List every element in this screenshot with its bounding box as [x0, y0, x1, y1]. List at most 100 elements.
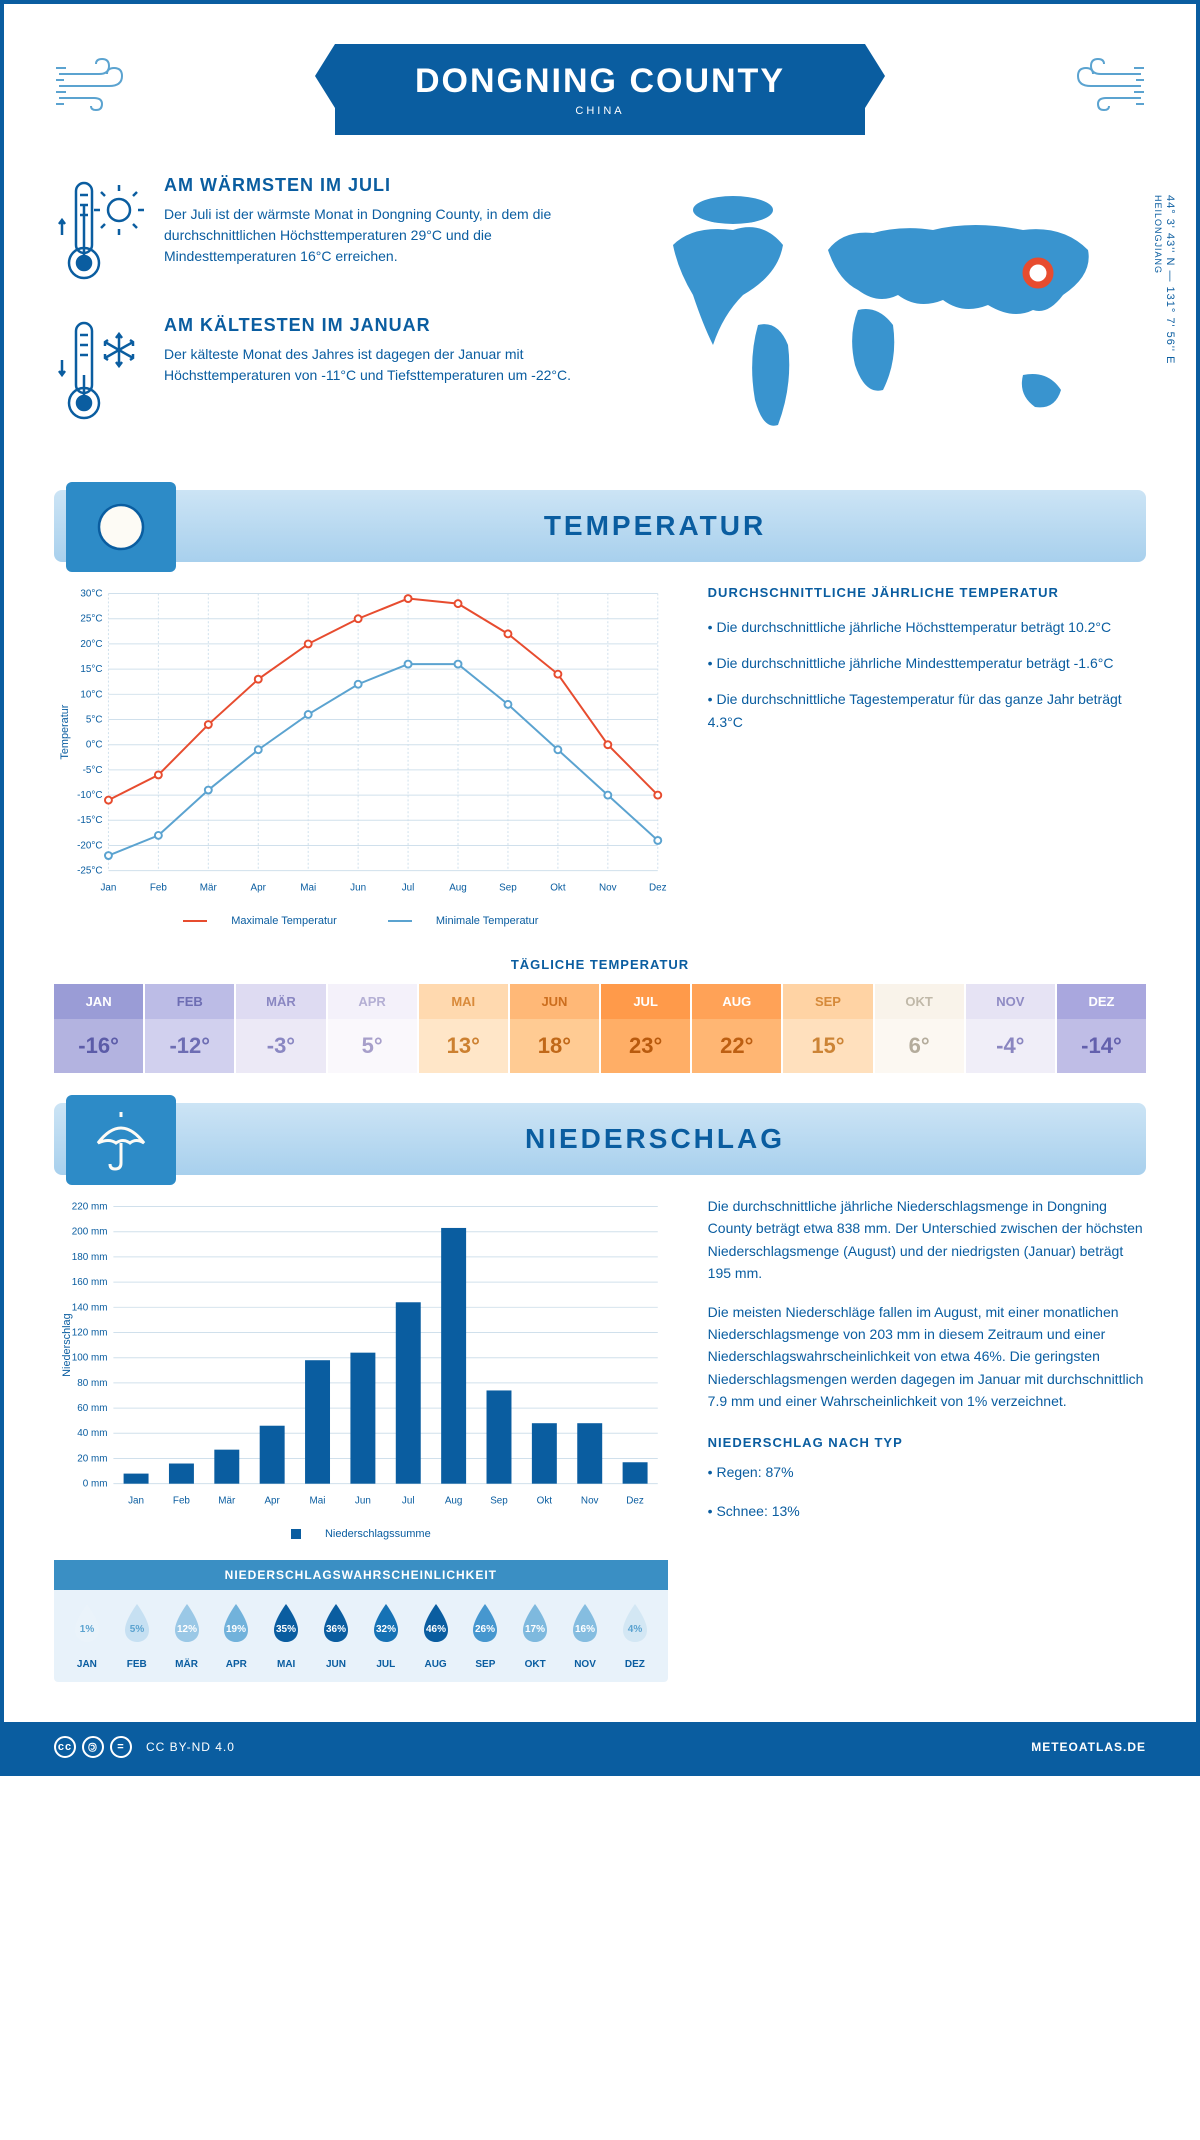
temp-chart-legend: Maximale Temperatur Minimale Temperatur [54, 915, 668, 927]
precipitation-bar-chart: 0 mm20 mm40 mm60 mm80 mm100 mm120 mm140 … [54, 1195, 668, 1515]
svg-text:-5°C: -5°C [83, 765, 103, 776]
daily-cell: JUN 18° [510, 984, 599, 1073]
by-icon: 🄯 [82, 1736, 104, 1758]
svg-text:5%: 5% [129, 1624, 144, 1635]
prob-cell: 26% SEP [461, 1602, 511, 1670]
daily-cell: APR 5° [328, 984, 417, 1073]
svg-text:32%: 32% [376, 1624, 396, 1635]
svg-text:60 mm: 60 mm [77, 1403, 107, 1414]
svg-text:-15°C: -15°C [77, 815, 102, 826]
svg-text:Jul: Jul [402, 882, 415, 893]
svg-text:Aug: Aug [445, 1495, 463, 1506]
warmest-text: Der Juli ist der wärmste Monat in Dongni… [164, 204, 580, 267]
svg-text:16%: 16% [575, 1624, 595, 1635]
svg-text:Jan: Jan [128, 1495, 144, 1506]
license-badge: cc 🄯 = CC BY-ND 4.0 [54, 1736, 235, 1758]
svg-text:Feb: Feb [173, 1495, 191, 1506]
svg-text:Jul: Jul [402, 1495, 415, 1506]
svg-text:100 mm: 100 mm [72, 1353, 108, 1364]
svg-text:17%: 17% [525, 1624, 545, 1635]
daily-cell: MÄR -3° [236, 984, 325, 1073]
daily-cell: FEB -12° [145, 984, 234, 1073]
daily-cell: SEP 15° [783, 984, 872, 1073]
precipitation-summary: Die durchschnittliche jährliche Niedersc… [708, 1195, 1146, 1682]
svg-text:Jan: Jan [100, 882, 116, 893]
svg-text:Sep: Sep [490, 1495, 508, 1506]
svg-text:25°C: 25°C [80, 614, 102, 625]
svg-text:160 mm: 160 mm [72, 1277, 108, 1288]
precipitation-probability-box: NIEDERSCHLAGSWAHRSCHEINLICHKEIT 1% JAN 5… [54, 1560, 668, 1682]
sun-icon [66, 482, 176, 572]
temperature-section-header: TEMPERATUR [54, 490, 1146, 562]
svg-text:10°C: 10°C [80, 689, 102, 700]
precipitation-section-header: NIEDERSCHLAG [54, 1103, 1146, 1175]
prob-cell: 1% JAN [62, 1602, 112, 1670]
svg-text:Mär: Mär [218, 1495, 236, 1506]
wind-icon-right [1066, 54, 1146, 114]
cc-icon: cc [54, 1736, 76, 1758]
svg-text:Nov: Nov [599, 882, 617, 893]
svg-text:20 mm: 20 mm [77, 1453, 107, 1464]
svg-text:36%: 36% [326, 1624, 346, 1635]
daily-cell: DEZ -14° [1057, 984, 1146, 1073]
world-map [620, 175, 1146, 455]
prob-cell: 19% APR [211, 1602, 261, 1670]
coldest-text: Der kälteste Monat des Jahres ist dagege… [164, 344, 580, 386]
daily-temp-title: TÄGLICHE TEMPERATUR [54, 957, 1146, 972]
prob-cell: 4% DEZ [610, 1602, 660, 1670]
svg-text:Okt: Okt [550, 882, 566, 893]
umbrella-icon [66, 1095, 176, 1185]
svg-text:35%: 35% [276, 1624, 296, 1635]
svg-text:4%: 4% [628, 1624, 643, 1635]
daily-cell: JAN -16° [54, 984, 143, 1073]
svg-text:Mär: Mär [200, 882, 218, 893]
svg-text:20°C: 20°C [80, 639, 102, 650]
svg-text:80 mm: 80 mm [77, 1378, 107, 1389]
svg-text:Apr: Apr [251, 882, 267, 893]
svg-text:Jun: Jun [355, 1495, 371, 1506]
svg-text:Okt: Okt [537, 1495, 553, 1506]
svg-text:Aug: Aug [449, 882, 467, 893]
precip-chart-legend: Niederschlagssumme [54, 1528, 668, 1540]
prob-cell: 16% NOV [560, 1602, 610, 1670]
svg-text:Temperatur: Temperatur [59, 704, 71, 759]
warmest-fact: AM WÄRMSTEN IM JULI Der Juli ist der wär… [54, 175, 580, 285]
site-name: METEOATLAS.DE [1031, 1740, 1146, 1754]
daily-cell: AUG 22° [692, 984, 781, 1073]
precipitation-title: NIEDERSCHLAG [194, 1123, 1116, 1155]
temperature-line-chart: -25°C-20°C-15°C-10°C-5°C0°C5°C10°C15°C20… [54, 582, 668, 902]
svg-text:180 mm: 180 mm [72, 1252, 108, 1263]
prob-cell: 46% AUG [411, 1602, 461, 1670]
svg-text:Dez: Dez [649, 882, 667, 893]
svg-text:120 mm: 120 mm [72, 1327, 108, 1338]
svg-text:Mai: Mai [310, 1495, 326, 1506]
svg-text:220 mm: 220 mm [72, 1202, 108, 1213]
svg-text:Mai: Mai [300, 882, 316, 893]
coldest-title: AM KÄLTESTEN IM JANUAR [164, 315, 580, 336]
svg-text:0°C: 0°C [86, 740, 103, 751]
svg-text:Feb: Feb [150, 882, 168, 893]
coordinates: 44° 3' 43'' N — 131° 7' 56'' E HEILONGJI… [1152, 195, 1176, 364]
svg-text:Sep: Sep [499, 882, 517, 893]
svg-text:Dez: Dez [626, 1495, 644, 1506]
svg-text:5°C: 5°C [86, 714, 103, 725]
temperature-title: TEMPERATUR [194, 510, 1116, 542]
svg-text:19%: 19% [226, 1624, 246, 1635]
warmest-title: AM WÄRMSTEN IM JULI [164, 175, 580, 196]
daily-cell: OKT 6° [875, 984, 964, 1073]
prob-cell: 5% FEB [112, 1602, 162, 1670]
svg-text:Niederschlag: Niederschlag [61, 1313, 73, 1376]
svg-text:0 mm: 0 mm [83, 1479, 108, 1490]
daily-temp-grid: JAN -16° FEB -12° MÄR -3° APR 5° MAI 13°… [54, 984, 1146, 1073]
coldest-fact: AM KÄLTESTEN IM JANUAR Der kälteste Mona… [54, 315, 580, 425]
svg-text:12%: 12% [177, 1624, 197, 1635]
svg-text:-20°C: -20°C [77, 840, 102, 851]
prob-cell: 35% MAI [261, 1602, 311, 1670]
page-header: DONGNING COUNTY CHINA [54, 44, 1146, 135]
svg-text:26%: 26% [475, 1624, 495, 1635]
prob-cell: 12% MÄR [162, 1602, 212, 1670]
nd-icon: = [110, 1736, 132, 1758]
page-footer: cc 🄯 = CC BY-ND 4.0 METEOATLAS.DE [4, 1722, 1196, 1772]
wind-icon-left [54, 54, 134, 114]
svg-text:140 mm: 140 mm [72, 1302, 108, 1313]
